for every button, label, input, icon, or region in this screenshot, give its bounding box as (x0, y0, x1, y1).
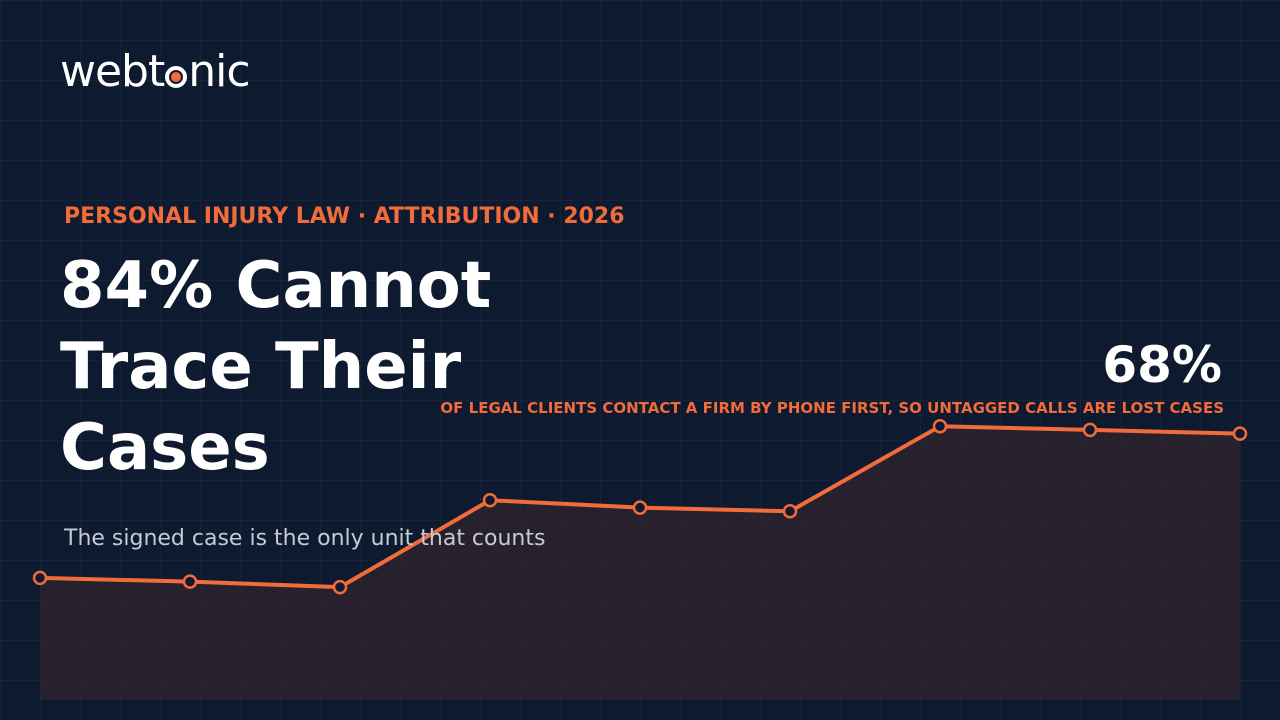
point (782, 504, 798, 519)
point (932, 418, 948, 434)
subtitle: The signed case is the only unit that co… (64, 526, 546, 551)
point (32, 570, 48, 586)
point (1232, 426, 1248, 441)
logo: webt nic (60, 46, 251, 97)
point (632, 500, 648, 515)
point (482, 492, 498, 508)
kicker: PERSONAL INJURY LAW · ATTRIBUTION · 2026 (64, 204, 625, 229)
point (1082, 422, 1098, 438)
logo-text: nic (188, 46, 250, 97)
title: 84% Cannot Trace Their Cases (60, 249, 492, 485)
area (40, 426, 1240, 700)
stat-caption: OF LEGAL CLIENTS CONTACT A FIRM BY PHONE… (440, 399, 1224, 417)
point (182, 574, 198, 589)
logo-mark (165, 65, 188, 88)
logo-text: webt (60, 46, 165, 97)
stat-value: 68% (1102, 336, 1222, 394)
point (332, 579, 348, 595)
